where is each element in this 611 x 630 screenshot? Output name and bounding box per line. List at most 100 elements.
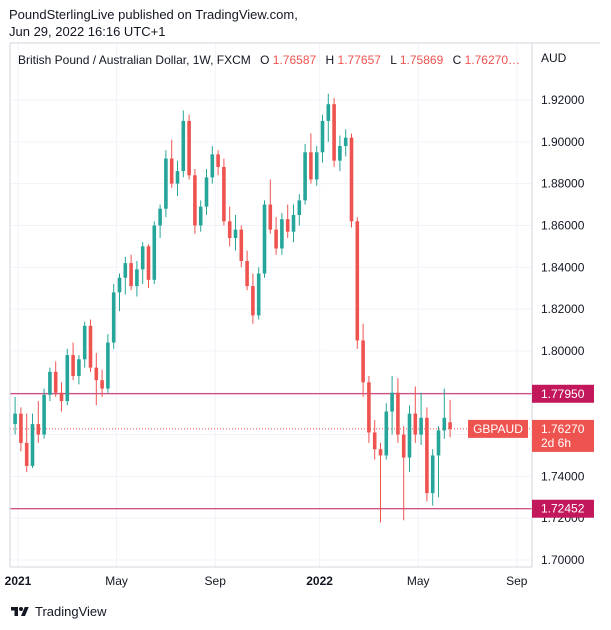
- y-tick-label: 1.70000: [541, 553, 585, 567]
- candle-body: [24, 442, 29, 466]
- candle-body: [175, 171, 180, 184]
- y-tick-label: 1.74000: [541, 469, 585, 483]
- candle-body: [430, 455, 435, 494]
- candle-body: [187, 120, 191, 176]
- legend-close-value: 1.76270…: [465, 53, 520, 67]
- candle-body: [372, 432, 377, 450]
- candle-body: [65, 355, 70, 402]
- candle-body: [222, 166, 226, 222]
- horizontal-lines: [10, 393, 532, 510]
- x-tick-label: Sep: [506, 574, 528, 588]
- candlestick-series: [13, 93, 452, 523]
- candle-body: [36, 424, 41, 435]
- price-axis[interactable]: 1.92000 1.90000 1.88000 1.86000 1.84000 1.820…: [541, 93, 585, 567]
- candle-body: [448, 422, 452, 429]
- candle-body: [164, 158, 168, 209]
- candle-body: [77, 359, 81, 376]
- legend-high-label: H: [326, 53, 335, 67]
- candle-body: [233, 229, 238, 238]
- publisher-line: PoundSterlingLive published on TradingVi…: [9, 7, 298, 22]
- level-price-label: 1.72452: [541, 502, 585, 516]
- candle-body: [140, 246, 145, 270]
- candle-body: [169, 158, 174, 184]
- candle-body: [256, 273, 261, 316]
- candle-body: [146, 246, 151, 280]
- candle-body: [30, 424, 35, 466]
- y-tick-label: 1.80000: [541, 344, 585, 358]
- candle-body: [291, 215, 296, 232]
- candle-body: [181, 120, 186, 172]
- candle-body: [280, 219, 284, 249]
- gbpaud-weekly-chart[interactable]: 1.92000 1.90000 1.88000 1.86000 1.84000 1.820…: [0, 0, 611, 600]
- candle-body: [320, 120, 325, 153]
- chart-grid: [10, 43, 532, 567]
- candle-body: [53, 371, 58, 393]
- legend-open-value: 1.76587: [273, 53, 317, 67]
- x-tick-label: May: [407, 574, 430, 588]
- candle-body: [88, 325, 93, 368]
- y-tick-label: 1.84000: [541, 260, 585, 274]
- currency-label: AUD: [541, 51, 567, 65]
- y-tick-label: 1.88000: [541, 177, 585, 191]
- level-price-label: 1.77950: [541, 387, 585, 401]
- candle-body: [303, 152, 307, 201]
- candle-body: [361, 340, 365, 383]
- y-tick-label: 1.92000: [541, 93, 585, 107]
- candle-body: [71, 355, 75, 376]
- candle-body: [274, 229, 278, 249]
- candle-body: [309, 152, 313, 180]
- candle-body: [48, 371, 52, 395]
- candle-body: [407, 413, 412, 458]
- legend-high-value: 1.77657: [338, 53, 382, 67]
- footer[interactable]: TradingView: [10, 604, 107, 619]
- level-price-tag: [532, 499, 594, 518]
- y-tick-label: 1.90000: [541, 135, 585, 149]
- candle-body: [332, 104, 336, 161]
- level-price-tag: [532, 384, 594, 403]
- time-axis[interactable]: 2021 May Sep 2022 May Sep: [5, 574, 528, 588]
- candle-body: [425, 417, 429, 494]
- candle-body: [123, 263, 128, 278]
- candle-body: [13, 413, 17, 425]
- candle-body: [106, 342, 110, 389]
- x-tick-label: May: [105, 574, 128, 588]
- candle-body: [390, 392, 394, 412]
- candle-body: [216, 154, 220, 167]
- candle-body: [111, 292, 116, 343]
- candle-body: [239, 229, 244, 261]
- countdown-label: 2d 6h: [541, 436, 571, 450]
- candle-body: [94, 367, 99, 381]
- candle-body: [396, 392, 400, 435]
- candle-body: [59, 392, 64, 402]
- candle-body: [210, 154, 215, 178]
- candle-body: [442, 417, 447, 431]
- candle-body: [285, 219, 290, 232]
- legend-symbol: British Pound / Australian Dollar, 1W, F…: [18, 53, 251, 67]
- x-tick-label: 2022: [306, 574, 333, 588]
- legend-low-value: 1.75869: [400, 53, 444, 67]
- last-price-label: 1.76270: [541, 422, 585, 436]
- candle-body: [19, 413, 23, 443]
- candle-body: [227, 221, 232, 238]
- candle-body: [82, 325, 87, 360]
- candle-body: [338, 146, 342, 161]
- legend-open-label: O: [260, 53, 269, 67]
- candle-body: [129, 263, 133, 287]
- candle-body: [367, 382, 371, 433]
- candle-body: [355, 221, 360, 341]
- symbol-tag: [468, 419, 528, 438]
- candle-body: [349, 137, 354, 222]
- publish-date: Jun 29, 2022 16:16 UTC+1: [9, 24, 166, 39]
- candle-body: [152, 225, 157, 280]
- candle-body: [314, 152, 319, 180]
- candle-body: [378, 449, 383, 456]
- candle-body: [297, 200, 302, 215]
- candle-body: [251, 286, 255, 316]
- candle-body: [193, 175, 197, 226]
- candle-body: [158, 208, 162, 226]
- y-tick-label: 1.86000: [541, 218, 585, 232]
- candle-body: [401, 434, 406, 458]
- candle-body: [262, 204, 267, 274]
- footer-brand: TradingView: [35, 604, 107, 619]
